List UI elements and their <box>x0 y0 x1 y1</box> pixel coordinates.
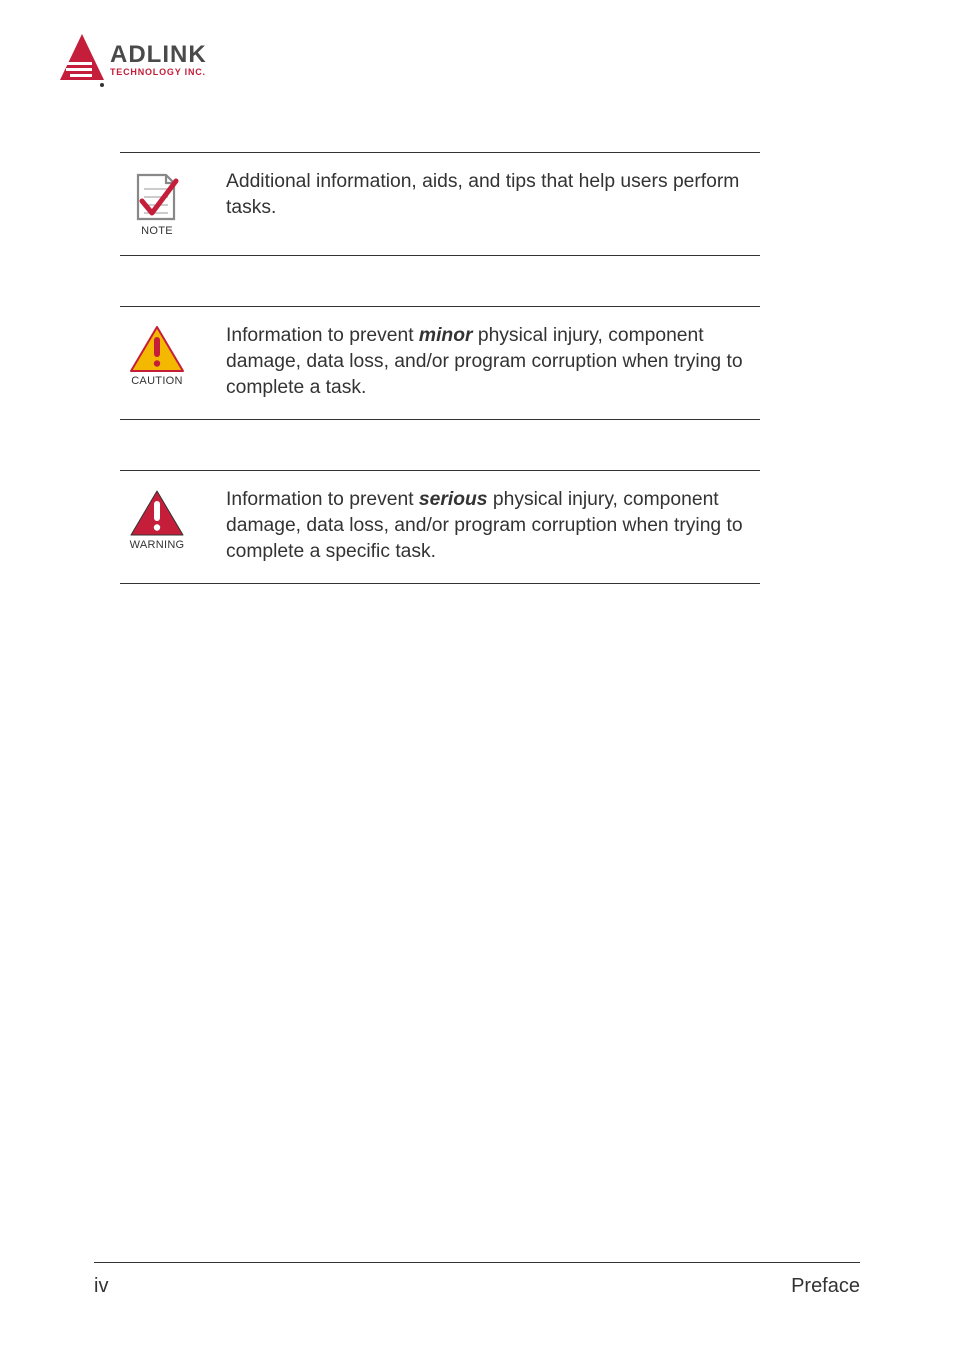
warning-icon-block: WARNING <box>120 487 194 551</box>
warning-text: Information to prevent serious physical … <box>226 487 760 565</box>
caution-icon-block: CAUTION <box>120 323 194 387</box>
logo-tagline-text: TECHNOLOGY INC. <box>110 67 206 77</box>
note-icon <box>132 171 182 223</box>
note-icon-block: NOTE <box>120 169 194 237</box>
caution-icon <box>129 325 185 373</box>
page-footer: iv Preface <box>94 1262 860 1298</box>
page-number: iv <box>94 1275 108 1298</box>
warning-icon <box>129 489 185 537</box>
note-text: Additional information, aids, and tips t… <box>226 169 760 221</box>
note-callout: NOTE Additional information, aids, and t… <box>120 152 760 256</box>
caution-text: Information to prevent minor physical in… <box>226 323 760 401</box>
caution-label: CAUTION <box>131 375 183 387</box>
brand-logo: ADLINK TECHNOLOGY INC. <box>58 32 228 99</box>
caution-callout: CAUTION Information to prevent minor phy… <box>120 306 760 420</box>
note-label: NOTE <box>141 225 173 237</box>
logo-brand-text: ADLINK <box>110 41 207 68</box>
warning-callout: WARNING Information to prevent serious p… <box>120 470 760 584</box>
content-area: NOTE Additional information, aids, and t… <box>120 152 760 634</box>
warning-label: WARNING <box>130 539 185 551</box>
section-name: Preface <box>791 1275 860 1298</box>
